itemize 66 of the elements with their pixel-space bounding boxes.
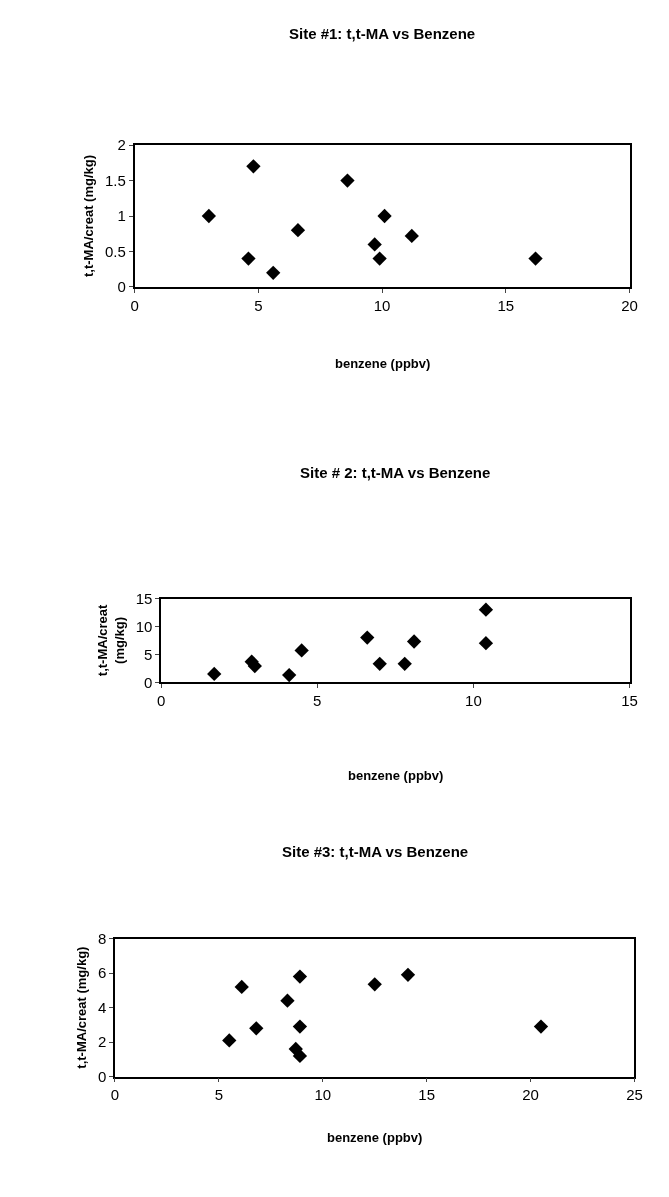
chart-title: Site #3: t,t-MA vs Benzene <box>282 843 469 860</box>
x-tick-label: 10 <box>314 1086 332 1104</box>
point <box>533 1019 549 1034</box>
point <box>372 251 387 266</box>
point <box>294 643 309 658</box>
y-tick-label: 2 <box>97 1033 107 1051</box>
point <box>292 969 308 984</box>
point <box>404 228 419 244</box>
x-axis-title: benzene (ppbv) <box>327 1130 423 1145</box>
point <box>292 1019 308 1034</box>
y-tick-label: 0 <box>117 278 126 296</box>
point <box>406 634 422 649</box>
point <box>377 208 392 224</box>
x-axis-title: benzene (ppbv) <box>348 768 444 783</box>
point <box>249 1021 264 1036</box>
y-tick-label: 8 <box>97 929 107 947</box>
point <box>241 251 256 266</box>
x-tick-label: 5 <box>254 296 263 314</box>
x-axis-title: benzene (ppbv) <box>335 356 431 371</box>
x-tick-label: 20 <box>522 1086 539 1104</box>
chart-title: Site # 2: t,t-MA vs Benzene <box>300 464 491 481</box>
point <box>234 979 249 995</box>
x-tick-label: 15 <box>621 692 638 710</box>
point <box>478 602 494 617</box>
point <box>290 223 306 238</box>
y-tick-label: 0.5 <box>105 242 126 260</box>
point <box>292 1048 308 1064</box>
x-tick-label: 10 <box>373 296 391 314</box>
y-tick-label: 1 <box>117 207 126 225</box>
y-axis-title: t,t-MA/creat (mg/kg) <box>74 946 90 1069</box>
y-tick-label: 0 <box>97 1067 107 1085</box>
point <box>282 667 297 683</box>
point <box>478 636 494 651</box>
point <box>400 967 416 982</box>
point <box>340 173 355 188</box>
point <box>246 159 261 174</box>
y-tick-label: 0 <box>144 673 153 691</box>
y-tick-label: 5 <box>144 645 153 663</box>
point <box>360 630 375 645</box>
x-tick-label: 15 <box>497 296 515 314</box>
point <box>207 666 222 682</box>
chart-title: Site #1: t,t-MA vs Benzene <box>289 25 476 42</box>
point <box>201 208 216 224</box>
x-tick-label: 25 <box>626 1086 643 1104</box>
y-tick-label: 6 <box>97 964 107 982</box>
point <box>280 993 295 1008</box>
point <box>528 251 543 266</box>
y-axis-title: t,t-MA/creat (mg/kg) <box>95 603 128 677</box>
point <box>266 265 281 280</box>
x-tick-label: 10 <box>465 692 482 710</box>
x-tick-label: 15 <box>418 1086 436 1104</box>
y-tick-label: 2 <box>117 136 126 154</box>
x-tick-label: 5 <box>214 1086 224 1104</box>
point <box>367 977 382 992</box>
point <box>222 1033 237 1048</box>
point <box>372 656 387 672</box>
x-tick-label: 20 <box>621 296 638 314</box>
y-tick-label: 10 <box>135 617 153 635</box>
y-tick-label: 15 <box>135 589 153 607</box>
point <box>397 656 412 672</box>
y-axis-title: t,t-MA/creat (mg/kg) <box>81 154 97 278</box>
point <box>367 237 382 252</box>
x-tick-label: 5 <box>313 692 322 710</box>
x-tick-label: 0 <box>156 692 166 710</box>
y-tick-label: 1.5 <box>105 171 126 189</box>
y-tick-label: 4 <box>97 998 107 1016</box>
